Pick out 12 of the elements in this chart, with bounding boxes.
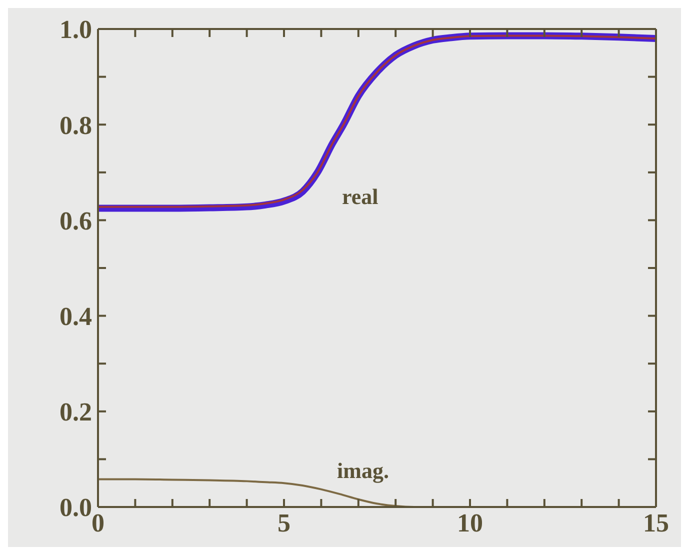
x-tick-label: 15 (643, 508, 669, 538)
y-tick-label: 0.6 (60, 206, 92, 236)
x-tick-label: 10 (457, 508, 483, 538)
y-tick-label: 1.0 (60, 15, 92, 44)
y-tick-label: 0.4 (60, 302, 92, 332)
y-tick-label: 0.0 (60, 493, 92, 522)
annotation: imag. (337, 458, 389, 484)
x-tick-label: 0 (92, 508, 104, 538)
annotation: real (342, 184, 378, 210)
y-tick-label: 0.8 (60, 110, 92, 140)
y-tick-label: 0.2 (60, 398, 92, 427)
x-tick-label: 5 (278, 508, 290, 538)
